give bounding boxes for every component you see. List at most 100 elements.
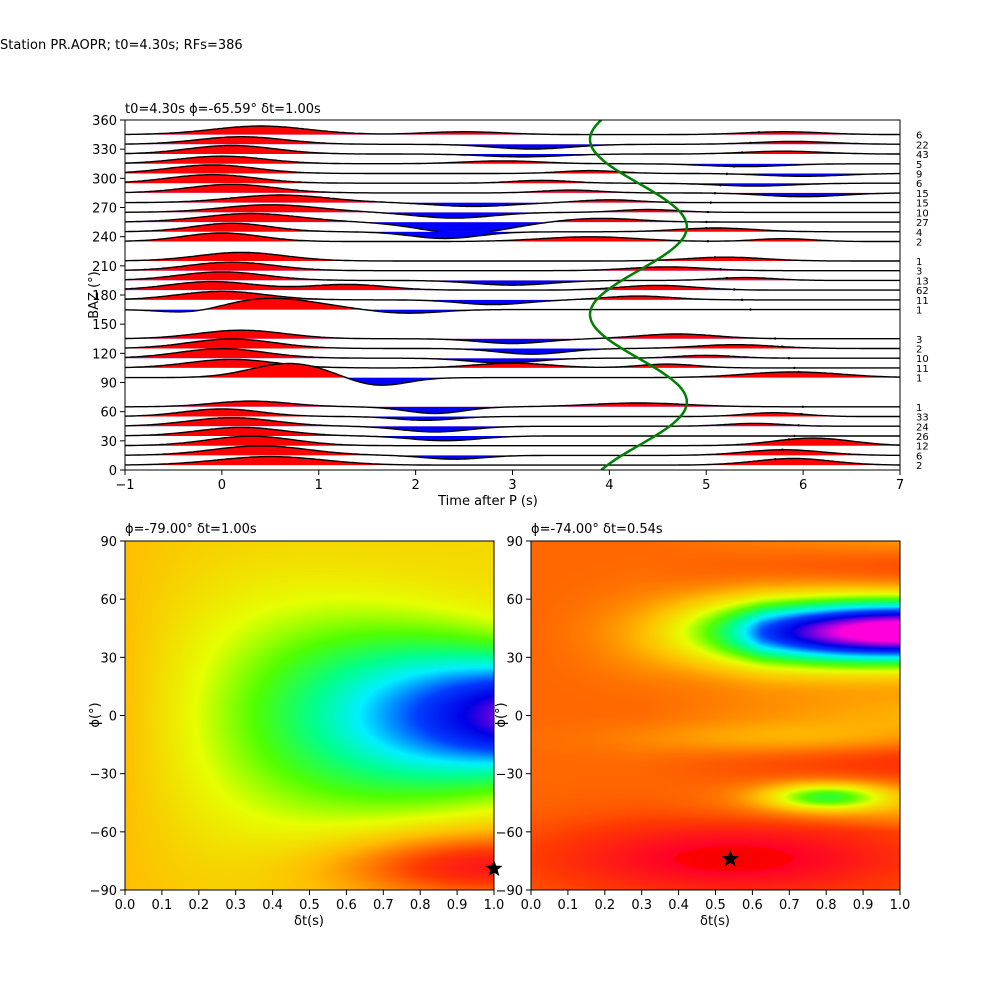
right-map-ticks: 0.0 0.1 0.2 0.3 0.4 0.5 0.6 0.7 0.8 0.9 1.0 −90 −60 −… xyxy=(496,535,911,913)
rf-trace-line xyxy=(125,271,900,286)
rf-negative-fill xyxy=(125,358,900,363)
map-x-tick-label: 0.0 xyxy=(521,898,542,913)
rf-positive-fill xyxy=(125,126,900,135)
rf-trace-marker xyxy=(793,366,796,370)
left-map-ticks: 0.0 0.1 0.2 0.3 0.4 0.5 0.6 0.7 0.8 0.9 1.0 −90 −60 −… xyxy=(90,535,505,913)
rf-negative-fill xyxy=(355,406,515,414)
misfit-map-left: ϕ=-79.00° δt=1.00s 0.0 0.1 0.2 0.3 0.4 0.5 0.6… xyxy=(88,522,504,929)
map-x-tick-label: 0.5 xyxy=(705,898,726,913)
rf-negative-fill xyxy=(125,260,900,261)
map-x-tick-label: 1.0 xyxy=(890,898,911,913)
map-y-tick-label: −30 xyxy=(496,768,523,783)
rf-trace-line xyxy=(125,408,900,421)
rf-y-tick-label: 360 xyxy=(92,114,117,129)
map-y-tick-label: 90 xyxy=(506,535,523,550)
map-y-tick-label: −60 xyxy=(90,826,117,841)
rf-negative-fill xyxy=(125,338,900,344)
right-map-title: ϕ=-74.00° δt=0.54s xyxy=(531,522,663,537)
map-x-tick-label: 0.1 xyxy=(152,898,173,913)
rf-trace-marker xyxy=(787,438,791,441)
rf-y-tick-label: 180 xyxy=(92,289,117,304)
rf-trace-line xyxy=(125,362,900,386)
misfit-map-right: ϕ=-74.00° δt=0.54s 0.0 0.1 0.2 0.3 0.4 0.5 0.6… xyxy=(494,522,910,929)
map-x-tick-label: 0.6 xyxy=(742,898,763,913)
rf-trace-line xyxy=(125,212,900,235)
rf-traces xyxy=(125,120,900,470)
rf-trace-line xyxy=(125,455,900,466)
figure-title: Station PR.AOPR; t0=4.30s; RFs=386 xyxy=(0,38,243,53)
rf-moveout-curve xyxy=(588,120,689,470)
rf-trace xyxy=(125,280,900,291)
map-x-tick-label: 1.0 xyxy=(484,898,505,913)
map-y-tick-label: 30 xyxy=(100,651,117,666)
rf-negative-fill xyxy=(347,231,554,239)
rf-trace xyxy=(125,144,900,158)
rf-trace xyxy=(125,232,900,243)
map-x-tick-label: 0.9 xyxy=(447,898,468,913)
rf-x-tick-label: −1 xyxy=(115,478,134,493)
rf-trace-marker xyxy=(773,337,777,340)
rf-trace-count: 3 xyxy=(916,335,922,346)
right-map-xlabel: δt(s) xyxy=(700,914,730,929)
rf-trace xyxy=(125,155,900,168)
rf-trace-line xyxy=(125,329,900,345)
rf-trace-count: 6 xyxy=(916,131,922,142)
rf-trace xyxy=(125,222,900,240)
map-x-tick-label: 0.5 xyxy=(299,898,320,913)
rf-trace-count: 15 xyxy=(916,199,929,210)
rf-trace-marker xyxy=(781,448,784,451)
rf-trace-marker xyxy=(706,239,710,243)
rf-positive-fill xyxy=(125,195,900,203)
rf-trace-marker xyxy=(740,298,744,302)
rf-axis-ticks: −1 0 1 2 3 4 5 6 7030609012015018021024027030033… xyxy=(92,114,904,493)
rf-trace-count: 5 xyxy=(916,160,922,171)
rf-positive-fill xyxy=(125,330,900,339)
rf-negative-fill xyxy=(125,348,900,355)
rf-trace-count: 11 xyxy=(916,296,929,307)
rf-trace-marker xyxy=(705,226,708,230)
map-x-tick-label: 0.3 xyxy=(225,898,246,913)
rf-negative-fill xyxy=(343,416,520,421)
rf-trace-line xyxy=(125,280,900,291)
map-x-tick-label: 0.4 xyxy=(262,898,283,913)
map-x-tick-label: 0.7 xyxy=(373,898,394,913)
rf-positive-fill xyxy=(125,262,784,271)
rf-trace-marker xyxy=(719,267,722,271)
rf-xlabel: Time after P (s) xyxy=(437,494,538,509)
map-x-tick-label: 0.9 xyxy=(853,898,874,913)
rf-positive-fill xyxy=(125,223,900,232)
rf-trace-count: 15 xyxy=(916,189,929,200)
rf-trace-line xyxy=(125,417,900,433)
rf-trace-marker xyxy=(713,192,717,195)
rf-trace-marker xyxy=(725,276,729,280)
map-y-tick-label: 30 xyxy=(506,651,523,666)
map-x-tick-label: 0.7 xyxy=(779,898,800,913)
rf-trace xyxy=(125,194,900,208)
map-y-tick-label: 0 xyxy=(515,710,523,725)
map-y-tick-label: 0 xyxy=(109,710,117,725)
rf-positive-fill xyxy=(125,363,900,378)
rf-trace-count: 27 xyxy=(916,218,929,229)
rf-trace-marker xyxy=(713,256,717,259)
rf-trace-marker xyxy=(719,183,722,187)
rf-trace-marker xyxy=(749,308,752,311)
rf-trace xyxy=(125,212,900,235)
rf-y-tick-label: 60 xyxy=(100,406,117,421)
rf-trace xyxy=(125,455,900,466)
map-x-tick-label: 0.0 xyxy=(115,898,136,913)
map-x-tick-label: 0.4 xyxy=(668,898,689,913)
left-map-ylabel: ϕ(°) xyxy=(88,702,103,727)
rf-trace xyxy=(125,183,900,198)
rf-trace-count: 1 xyxy=(916,374,922,385)
rf-negative-fill xyxy=(125,299,900,305)
rf-y-tick-label: 270 xyxy=(92,202,117,217)
rf-ylabel: BAZ (°) xyxy=(87,271,102,319)
rf-positive-fill xyxy=(125,427,360,436)
rf-y-tick-label: 150 xyxy=(92,318,117,333)
rf-trace-line xyxy=(125,155,900,168)
rf-trace xyxy=(125,204,900,219)
rf-trace-line xyxy=(125,222,900,240)
rf-trace-count: 2 xyxy=(916,461,922,472)
right-map-best-star xyxy=(721,850,739,867)
rf-trace-count: 62 xyxy=(916,286,929,297)
